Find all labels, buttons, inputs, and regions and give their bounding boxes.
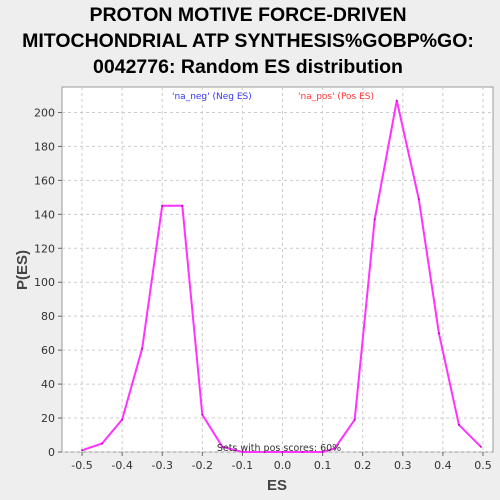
plot-area <box>61 86 494 453</box>
data-point <box>221 446 224 448</box>
y-tick-label: 120 <box>34 242 55 255</box>
chart-title-line-2: MITOCHONDRIAL ATP SYNTHESIS%GOBP%GO: <box>22 30 474 52</box>
data-point <box>181 204 184 207</box>
y-tick-label: 200 <box>34 106 55 119</box>
data-point <box>301 451 304 453</box>
data-point <box>480 446 482 448</box>
y-tick-label: 140 <box>34 208 55 221</box>
y-tick-label: 160 <box>34 174 55 187</box>
data-point <box>417 198 420 200</box>
x-tick-label: 0.3 <box>394 459 412 472</box>
pos-scores-annotation: Sets with pos scores: 60% <box>217 443 341 454</box>
axis-ticks: -0.5 -0.4 -0.3 -0.2 -0.1 0.0 0.1 0.2 0.3 0.4 0.5 0 2… <box>34 106 492 472</box>
y-tick-label: 0 <box>48 446 55 459</box>
data-point <box>353 418 356 421</box>
x-tick-label: -0.5 <box>71 459 92 472</box>
x-tick-label: 0.4 <box>434 459 452 472</box>
x-tick-label: -0.1 <box>232 459 253 472</box>
data-point <box>281 451 284 453</box>
grid <box>62 87 493 453</box>
es-distribution-line <box>81 100 482 453</box>
data-point <box>395 99 398 102</box>
data-point <box>333 447 336 450</box>
data-point <box>373 218 376 221</box>
x-tick-label: -0.2 <box>192 459 213 472</box>
chart-title-line-1: PROTON MOTIVE FORCE-DRIVEN <box>89 4 406 26</box>
data-point <box>121 418 124 421</box>
y-tick-label: 40 <box>41 378 55 391</box>
x-tick-label: 0.5 <box>474 459 492 472</box>
y-tick-label: 80 <box>41 310 55 323</box>
data-point <box>437 332 440 335</box>
data-point <box>321 451 324 453</box>
y-tick-label: 60 <box>41 344 55 357</box>
data-point <box>161 204 164 207</box>
x-tick-label: -0.3 <box>151 459 172 472</box>
y-tick-label: 180 <box>34 140 55 153</box>
y-tick-label: 100 <box>34 276 55 289</box>
data-point <box>81 449 83 452</box>
x-tick-label: 0.0 <box>274 459 292 472</box>
x-tick-label: 0.2 <box>354 459 372 472</box>
x-tick-label: -0.4 <box>111 459 132 472</box>
chart-title-line-3: 0042776: Random ES distribution <box>93 56 403 78</box>
data-point <box>101 442 103 445</box>
y-tick-label: 20 <box>41 412 55 425</box>
x-tick-label: 0.1 <box>314 459 332 472</box>
data-point <box>141 347 144 350</box>
legend-pos-es: 'na_pos' (Pos ES) <box>298 92 374 102</box>
y-axis-label: P(ES) <box>14 250 31 290</box>
x-axis-label: ES <box>267 477 287 494</box>
series-layer <box>81 99 482 453</box>
data-point <box>241 451 244 453</box>
data-point <box>458 423 460 426</box>
data-point <box>201 413 204 416</box>
legend-neg-es: 'na_neg' (Neg ES) <box>172 92 252 102</box>
